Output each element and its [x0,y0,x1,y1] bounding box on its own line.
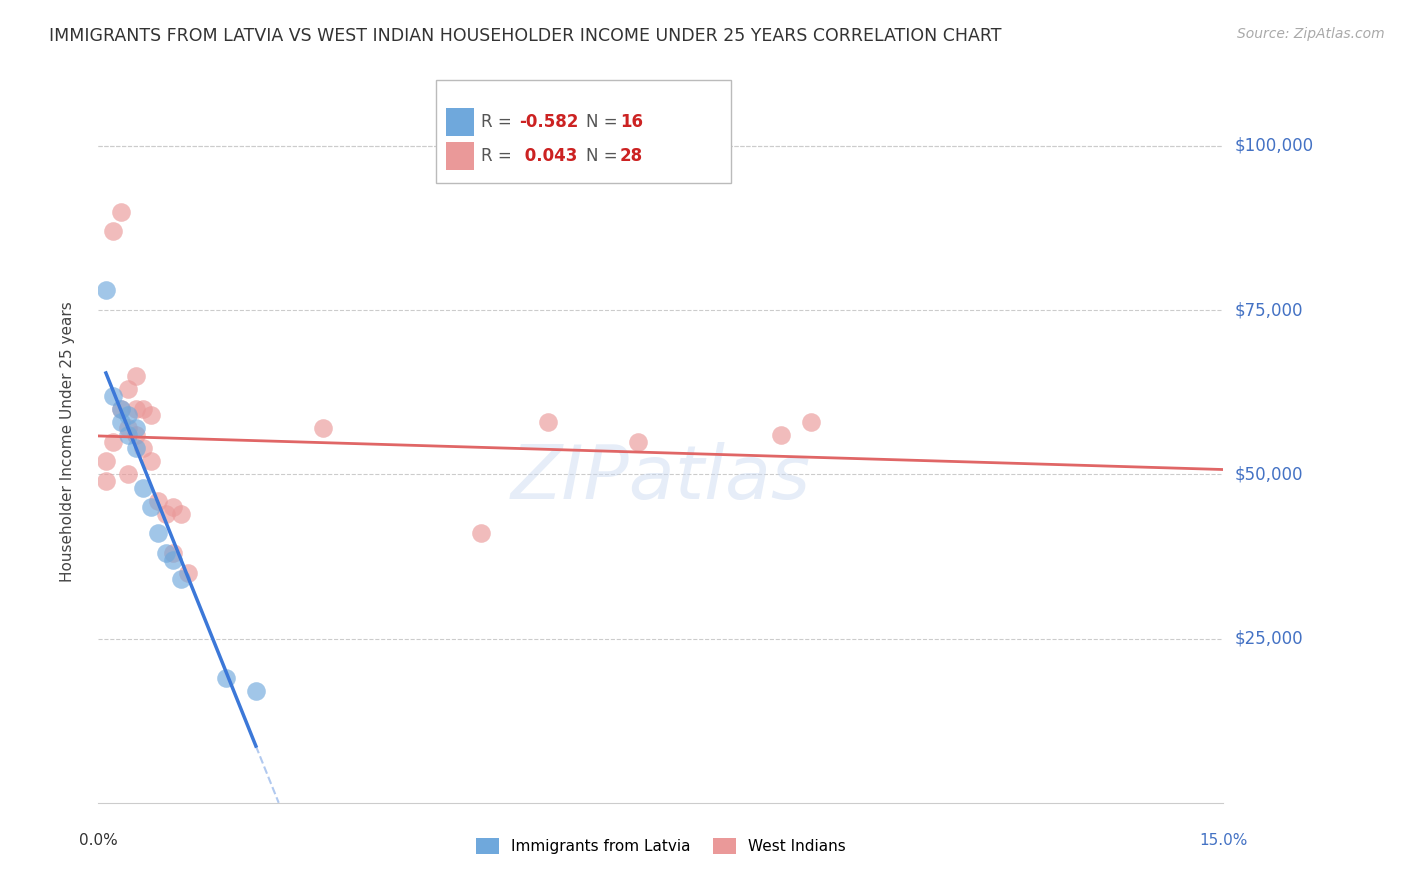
Point [170,507,193,521]
Text: N =: N = [586,113,623,131]
Text: 16: 16 [620,113,643,131]
Text: $75,000: $75,000 [1234,301,1303,319]
Point [537,415,560,429]
Point [103,434,125,449]
Point [125,441,148,455]
Y-axis label: Householder Income Under 25 years: Householder Income Under 25 years [60,301,75,582]
Text: ZIPatlas: ZIPatlas [510,442,811,514]
Point [139,500,162,515]
Text: $100,000: $100,000 [1234,137,1313,155]
Point [94,284,117,298]
Point [470,526,492,541]
Point [94,474,117,488]
Point [155,546,177,560]
Point [148,493,170,508]
Point [125,401,148,416]
Point [627,434,650,449]
Legend: Immigrants from Latvia, West Indians: Immigrants from Latvia, West Indians [470,832,852,860]
Text: $50,000: $50,000 [1234,466,1303,483]
Point [162,553,184,567]
Text: R =: R = [481,147,517,165]
Point [800,415,823,429]
Text: N =: N = [586,147,623,165]
Point [162,500,184,515]
Text: 0.043: 0.043 [519,147,578,165]
Point [769,428,792,442]
Point [110,204,132,219]
Point [117,382,139,396]
Point [162,546,184,560]
Point [155,507,177,521]
Point [139,454,162,468]
Point [103,388,125,402]
Point [215,671,238,685]
Point [125,421,148,435]
Point [132,401,155,416]
Point [117,428,139,442]
Point [103,224,125,238]
Point [139,409,162,423]
Point [245,684,267,698]
Text: 28: 28 [620,147,643,165]
Text: 15.0%: 15.0% [1199,833,1247,848]
Point [132,441,155,455]
Text: R =: R = [481,113,517,131]
Point [110,415,132,429]
Point [132,481,155,495]
Point [117,467,139,482]
Text: $25,000: $25,000 [1234,630,1303,648]
Point [125,368,148,383]
Point [148,526,170,541]
Point [312,421,335,435]
Point [125,428,148,442]
Point [170,573,193,587]
Point [117,409,139,423]
Text: IMMIGRANTS FROM LATVIA VS WEST INDIAN HOUSEHOLDER INCOME UNDER 25 YEARS CORRELAT: IMMIGRANTS FROM LATVIA VS WEST INDIAN HO… [49,27,1001,45]
Text: -0.582: -0.582 [519,113,578,131]
Point [94,454,117,468]
Text: 0.0%: 0.0% [79,833,118,848]
Point [177,566,200,580]
Point [110,401,132,416]
Point [110,401,132,416]
Point [117,421,139,435]
Text: Source: ZipAtlas.com: Source: ZipAtlas.com [1237,27,1385,41]
